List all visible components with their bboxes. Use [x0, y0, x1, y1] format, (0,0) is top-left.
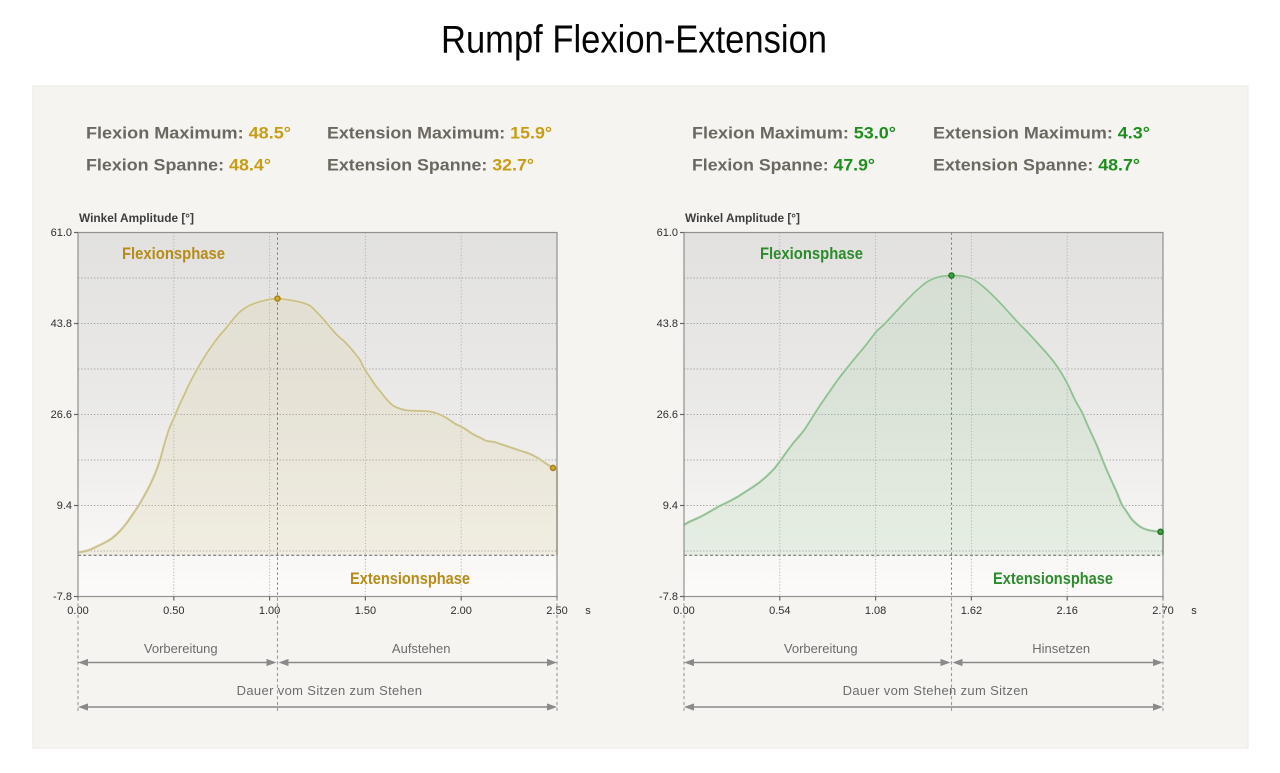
- svg-text:Flexion Spanne: 48.4°: Flexion Spanne: 48.4°: [86, 156, 271, 175]
- svg-text:Winkel Amplitude [°]: Winkel Amplitude [°]: [79, 213, 194, 225]
- svg-text:1.08: 1.08: [865, 605, 886, 617]
- svg-text:43.8: 43.8: [51, 318, 72, 330]
- svg-text:1.62: 1.62: [961, 605, 982, 617]
- svg-text:Flexionsphase: Flexionsphase: [760, 244, 863, 263]
- svg-text:0.54: 0.54: [769, 605, 790, 617]
- svg-text:Dauer vom Stehen zum Sitzen: Dauer vom Stehen zum Sitzen: [843, 683, 1029, 698]
- svg-text:Hinsetzen: Hinsetzen: [1032, 641, 1090, 656]
- svg-text:s: s: [1191, 605, 1197, 617]
- svg-text:Extension Spanne: 32.7°: Extension Spanne: 32.7°: [327, 156, 534, 175]
- svg-text:Flexionsphase: Flexionsphase: [122, 244, 225, 263]
- svg-text:Extension Maximum: 15.9°: Extension Maximum: 15.9°: [327, 124, 552, 143]
- svg-text:Extensionsphase: Extensionsphase: [993, 569, 1113, 588]
- svg-text:Flexion Maximum: 48.5°: Flexion Maximum: 48.5°: [86, 124, 291, 143]
- svg-text:-7.8: -7.8: [659, 591, 678, 603]
- svg-text:Rumpf Flexion-Extension: Rumpf Flexion-Extension: [441, 18, 827, 61]
- svg-text:Extensionsphase: Extensionsphase: [350, 569, 470, 588]
- svg-text:Vorbereitung: Vorbereitung: [784, 641, 858, 656]
- svg-text:2.16: 2.16: [1056, 605, 1077, 617]
- svg-text:9.4: 9.4: [663, 500, 678, 512]
- svg-text:Extension Maximum: 4.3°: Extension Maximum: 4.3°: [933, 124, 1150, 143]
- svg-text:Flexion Maximum: 53.0°: Flexion Maximum: 53.0°: [692, 124, 896, 143]
- svg-text:9.4: 9.4: [57, 500, 72, 512]
- svg-text:Vorbereitung: Vorbereitung: [144, 641, 218, 656]
- svg-text:61.0: 61.0: [51, 227, 72, 239]
- svg-text:s: s: [585, 605, 591, 617]
- svg-text:61.0: 61.0: [657, 227, 678, 239]
- svg-text:43.8: 43.8: [657, 318, 678, 330]
- svg-text:-7.8: -7.8: [53, 591, 72, 603]
- svg-text:Winkel Amplitude [°]: Winkel Amplitude [°]: [685, 213, 800, 225]
- svg-text:Extension Spanne: 48.7°: Extension Spanne: 48.7°: [933, 156, 1140, 175]
- svg-text:Flexion Spanne: 47.9°: Flexion Spanne: 47.9°: [692, 156, 875, 175]
- svg-text:26.6: 26.6: [657, 409, 678, 421]
- svg-text:0.50: 0.50: [163, 605, 184, 617]
- svg-text:1.00: 1.00: [259, 605, 280, 617]
- svg-text:26.6: 26.6: [51, 409, 72, 421]
- svg-text:Aufstehen: Aufstehen: [392, 641, 451, 656]
- svg-text:2.00: 2.00: [450, 605, 471, 617]
- svg-text:1.50: 1.50: [355, 605, 376, 617]
- svg-text:Dauer vom Sitzen zum Stehen: Dauer vom Sitzen zum Stehen: [237, 683, 423, 698]
